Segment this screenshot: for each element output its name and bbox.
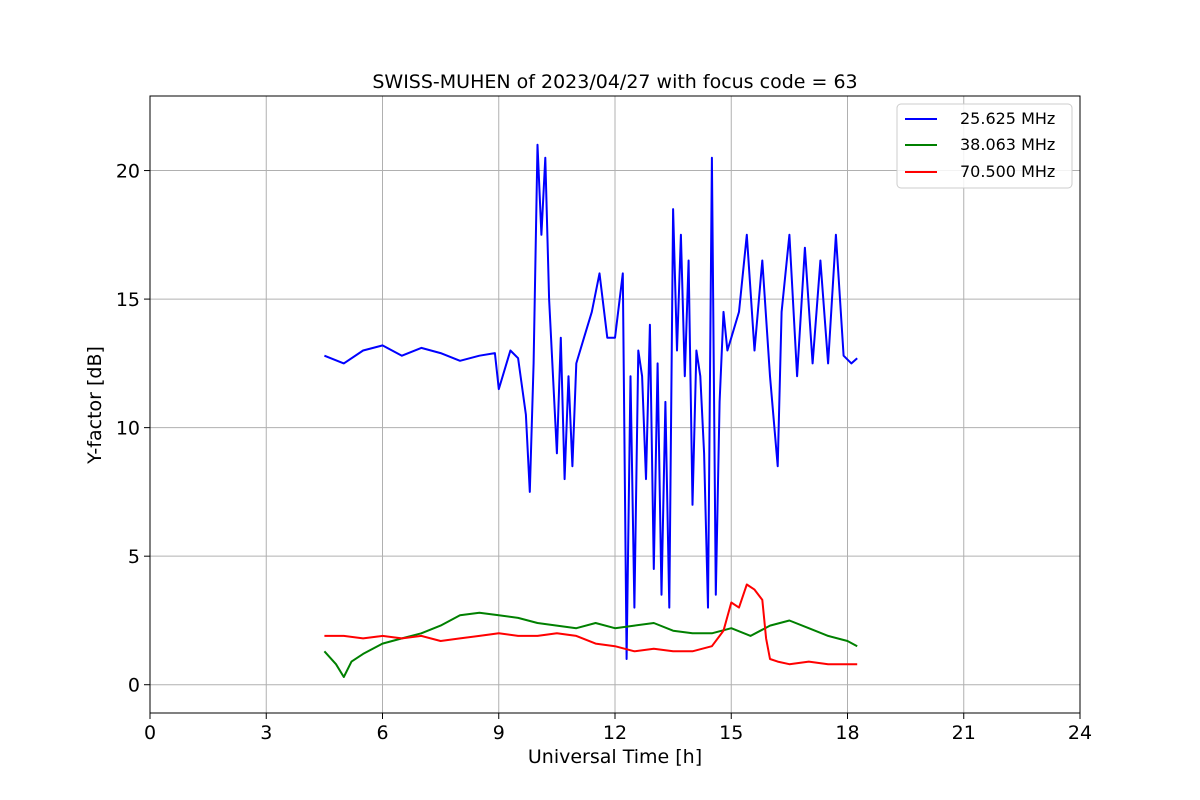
x-tick-label: 3 [260,722,272,744]
x-axis: 0 3 6 9 12 15 18 21 24 [144,713,1092,744]
y-tick-label: 15 [116,289,140,311]
x-tick-label: 15 [719,722,743,744]
x-tick-label: 24 [1068,722,1092,744]
y-tick-label: 0 [128,675,140,697]
y-tick-label: 5 [128,546,140,568]
series-25-625-mhz [324,143,858,660]
legend-frame [896,103,1073,189]
legend-label-70: 70.500 MHz [960,162,1055,181]
y-axis-label: Y-factor [dB] [84,346,106,465]
y-axis: 0 5 10 15 20 [116,161,150,697]
chart-title: SWISS-MUHEN of 2023/04/27 with focus cod… [372,71,857,93]
x-tick-label: 6 [376,722,388,744]
legend-label-38: 38.063 MHz [960,135,1055,154]
x-tick-label: 18 [835,722,859,744]
legend-label-25: 25.625 MHz [960,109,1055,128]
y-tick-label: 10 [116,418,140,440]
series-70-500-mhz [324,583,858,666]
series-layer [323,143,858,678]
series-38-063-mhz [323,611,858,678]
x-tick-label: 21 [952,722,976,744]
legend: 25.625 MHz 38.063 MHz 70.500 MHz [896,103,1073,189]
x-tick-label: 9 [493,722,505,744]
x-axis-label: Universal Time [h] [528,746,702,768]
x-tick-label: 0 [144,722,156,744]
y-tick-label: 20 [116,161,140,183]
x-tick-label: 12 [603,722,627,744]
